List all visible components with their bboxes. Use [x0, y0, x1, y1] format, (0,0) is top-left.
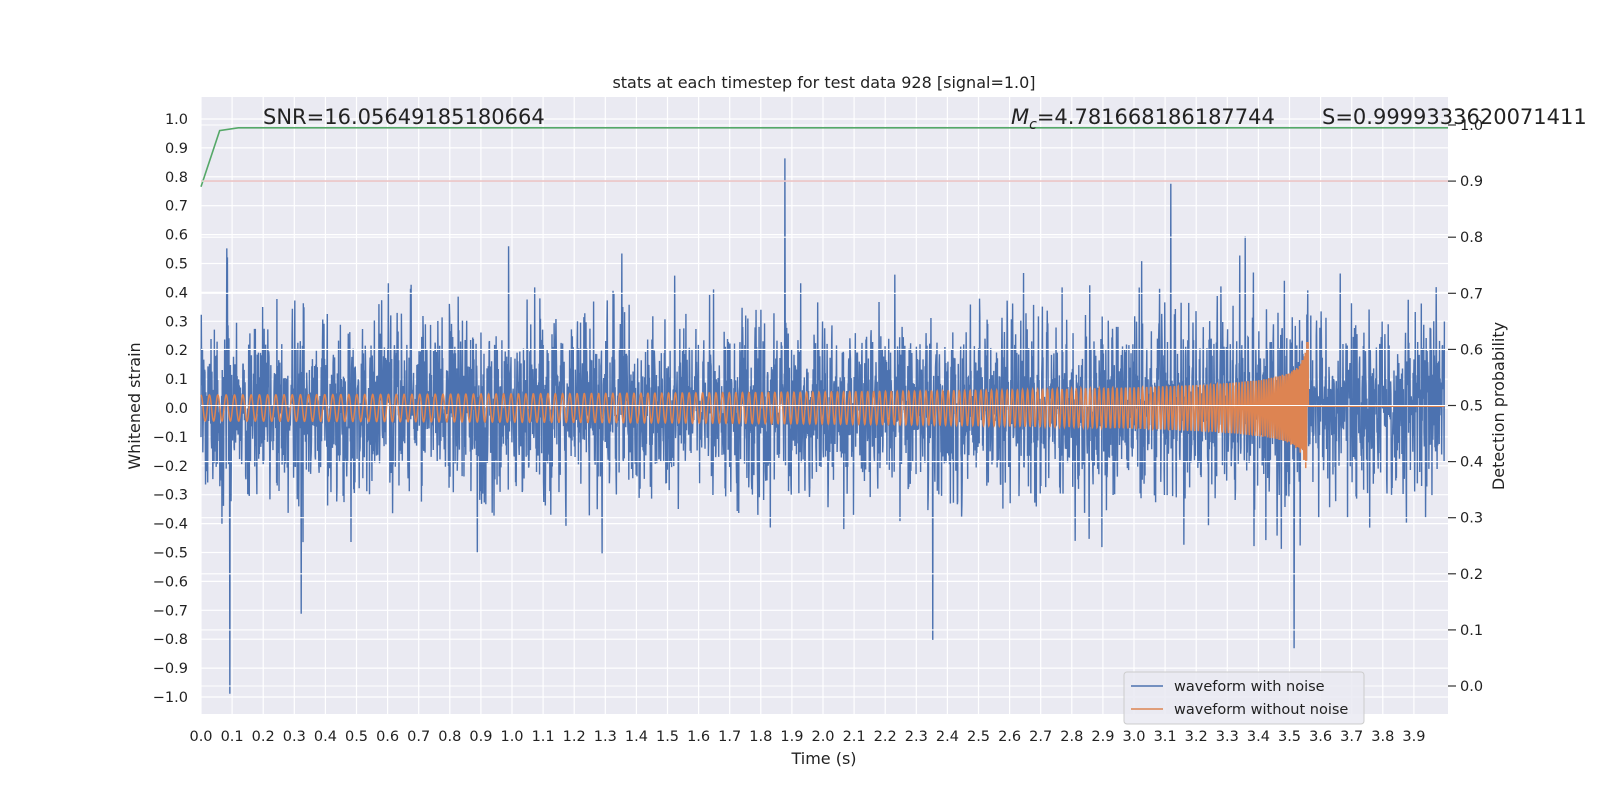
y-tick-label: −0.3 [153, 488, 188, 504]
x-tick-label: 3.0 [1122, 729, 1145, 745]
y2-tick-label: 0.1 [1460, 623, 1483, 639]
y-tick-label: 0.9 [165, 141, 188, 157]
y-tick-label: −0.7 [153, 603, 188, 619]
y-tick-label: −0.4 [153, 517, 188, 533]
x-tick-label: 0.7 [407, 729, 430, 745]
y-tick-label: 0.1 [165, 372, 188, 388]
x-tick-label: 2.0 [811, 729, 834, 745]
x-tick-label: 2.7 [1029, 729, 1052, 745]
x-tick-label: 1.7 [718, 729, 741, 745]
chirp-mass-subscript: c [1029, 117, 1037, 133]
x-tick-label: 0.0 [189, 729, 212, 745]
y2-tick-label: 0.7 [1460, 286, 1483, 302]
y-ticks: 1.0 0.9 0.8 0.7 0.6 0.5 0.4 0.3 0.2 0.1 0.0 −0.1 −0.… [153, 112, 188, 706]
y-tick-label: 0.3 [165, 314, 188, 330]
x-tick-label: 3.8 [1371, 729, 1394, 745]
x-tick-label: 2.5 [967, 729, 990, 745]
legend-label-noisy: waveform with noise [1174, 679, 1325, 695]
x-tick-label: 0.8 [438, 729, 461, 745]
x-tick-label: 2.4 [936, 729, 959, 745]
legend-box [1123, 671, 1365, 725]
x-axis-label: Time (s) [790, 749, 856, 768]
x-tick-label: 3.7 [1340, 729, 1363, 745]
x-tick-label: 1.0 [500, 729, 523, 745]
x-tick-label: 1.2 [563, 729, 586, 745]
x-ticks: 0.0 0.1 0.2 0.3 0.4 0.5 0.6 0.7 0.8 0.9 1.0 1.1 1.2 1… [189, 729, 1425, 745]
y2-tick-label: 0.9 [1460, 174, 1483, 190]
y2-tick-label: 0.6 [1460, 342, 1483, 358]
chart-title: stats at each timestep for test data 928… [612, 73, 1035, 92]
x-tick-label: 1.6 [687, 729, 710, 745]
snr-annotation: SNR=16.05649185180664 [263, 105, 545, 129]
y-tick-label: 0.4 [165, 285, 188, 301]
y2-axis-label: Detection probability [1489, 322, 1508, 490]
x-tick-label: 0.3 [283, 729, 306, 745]
y2-tick-label: 0.8 [1460, 230, 1483, 246]
chirp-mass-value: =4.781668186187744 [1037, 105, 1275, 129]
y-tick-label: 0.5 [165, 257, 188, 273]
y2-ticks: 1.0 0.9 0.8 0.7 0.6 0.5 0.4 0.3 0.2 0.1 0.0 [1448, 118, 1483, 695]
right-grid [201, 124, 1448, 687]
x-tick-label: 2.9 [1091, 729, 1114, 745]
legend-label-clean: waveform without noise [1174, 702, 1348, 718]
x-tick-label: 2.3 [905, 729, 928, 745]
x-tick-label: 1.1 [532, 729, 555, 745]
x-tick-label: 0.9 [469, 729, 492, 745]
y2-tick-label: 0.2 [1460, 567, 1483, 583]
x-tick-label: 3.4 [1247, 729, 1270, 745]
waveform-without-noise-line [200, 341, 1445, 469]
y2-tick-label: 0.4 [1460, 455, 1483, 471]
y-tick-label: −0.9 [153, 661, 188, 677]
x-tick-label: 2.2 [874, 729, 897, 745]
y2-tick-label: 0.3 [1460, 511, 1483, 527]
detection-probability-line [200, 127, 1448, 187]
x-tick-label: 3.5 [1278, 729, 1301, 745]
x-tick-label: 1.4 [625, 729, 648, 745]
x-tick-label: 0.4 [314, 729, 337, 745]
x-tick-label: 3.9 [1402, 729, 1425, 745]
y2-tick-label: 0.0 [1460, 679, 1483, 695]
x-tick-label: 1.3 [594, 729, 617, 745]
x-tick-label: 2.8 [1060, 729, 1083, 745]
y-tick-label: 1.0 [165, 112, 188, 128]
y-tick-label: 0.2 [165, 343, 188, 359]
y2-tick-label: 1.0 [1460, 118, 1483, 134]
y-tick-label: 0.8 [165, 170, 188, 186]
chirp-mass-symbol: M [1011, 105, 1029, 129]
x-tick-label: 0.2 [252, 729, 275, 745]
x-tick-label: 1.8 [749, 729, 772, 745]
x-tick-label: 0.1 [221, 729, 244, 745]
x-tick-label: 3.2 [1185, 729, 1208, 745]
x-tick-label: 3.1 [1154, 729, 1177, 745]
y-tick-label: −0.6 [153, 574, 188, 590]
y-tick-label: 0.0 [165, 401, 188, 417]
y-tick-label: −0.8 [153, 632, 188, 648]
x-tick-label: 2.1 [843, 729, 866, 745]
score-annotation: S=0.9999333620071411 [1322, 105, 1587, 129]
y-tick-label: −1.0 [153, 690, 188, 706]
y-tick-label: 0.7 [165, 199, 188, 215]
waveform-with-noise-line [200, 158, 1446, 694]
y-tick-label: −0.1 [153, 430, 188, 446]
y-tick-label: −0.2 [153, 459, 188, 475]
x-tick-label: 3.6 [1309, 729, 1332, 745]
x-tick-label: 2.6 [998, 729, 1021, 745]
chirp-mass-annotation: Mc=4.781668186187744 [1011, 105, 1275, 133]
x-tick-label: 3.3 [1216, 729, 1239, 745]
y-axis-label: Whitened strain [125, 342, 144, 469]
y-tick-label: −0.5 [153, 546, 188, 562]
y-tick-label: 0.6 [165, 228, 188, 244]
x-tick-label: 0.6 [376, 729, 399, 745]
y2-tick-label: 0.5 [1460, 399, 1483, 415]
legend: waveform with noise waveform without noi… [1123, 671, 1365, 725]
x-tick-label: 1.9 [780, 729, 803, 745]
x-tick-label: 0.5 [345, 729, 368, 745]
x-tick-label: 1.5 [656, 729, 679, 745]
